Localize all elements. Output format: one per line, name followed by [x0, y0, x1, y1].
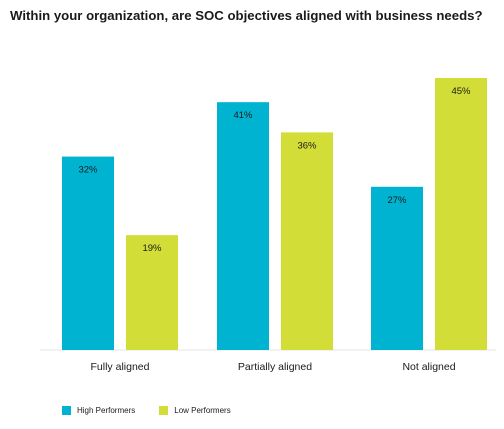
bar-low-performers-not-aligned: [435, 78, 487, 350]
category-label-not-aligned: Not aligned: [402, 361, 455, 373]
bar-plot: 32% 19% Fully aligned 41% 36% Partially align…: [40, 78, 496, 373]
legend-item-high-performers: High Performers: [62, 406, 135, 415]
legend-item-low-performers: Low Performers: [159, 406, 231, 415]
legend-label-low-performers: Low Performers: [174, 406, 231, 415]
data-label-high-performers-partially-aligned: 41%: [233, 110, 253, 121]
data-label-low-performers-partially-aligned: 36%: [297, 140, 317, 151]
legend-swatch-high-performers: [62, 406, 71, 415]
bar-low-performers-fully-aligned: [126, 235, 178, 350]
data-label-low-performers-fully-aligned: 19%: [142, 243, 162, 254]
data-label-high-performers-not-aligned: 27%: [387, 195, 407, 206]
legend-label-high-performers: High Performers: [77, 406, 136, 415]
data-label-low-performers-not-aligned: 45%: [451, 86, 471, 97]
bar-high-performers-fully-aligned: [62, 156, 114, 350]
data-label-high-performers-fully-aligned: 32%: [78, 165, 98, 176]
category-label-partially-aligned: Partially aligned: [238, 361, 312, 373]
category-label-fully-aligned: Fully aligned: [91, 361, 150, 373]
bar-high-performers-not-aligned: [371, 186, 423, 350]
legend-swatch-low-performers: [159, 406, 169, 415]
chart-title: Within your organization, are SOC object…: [10, 8, 483, 23]
bar-high-performers-partially-aligned: [217, 102, 269, 350]
legend: High Performers Low Performers: [62, 406, 231, 415]
bar-low-performers-partially-aligned: [281, 132, 333, 350]
